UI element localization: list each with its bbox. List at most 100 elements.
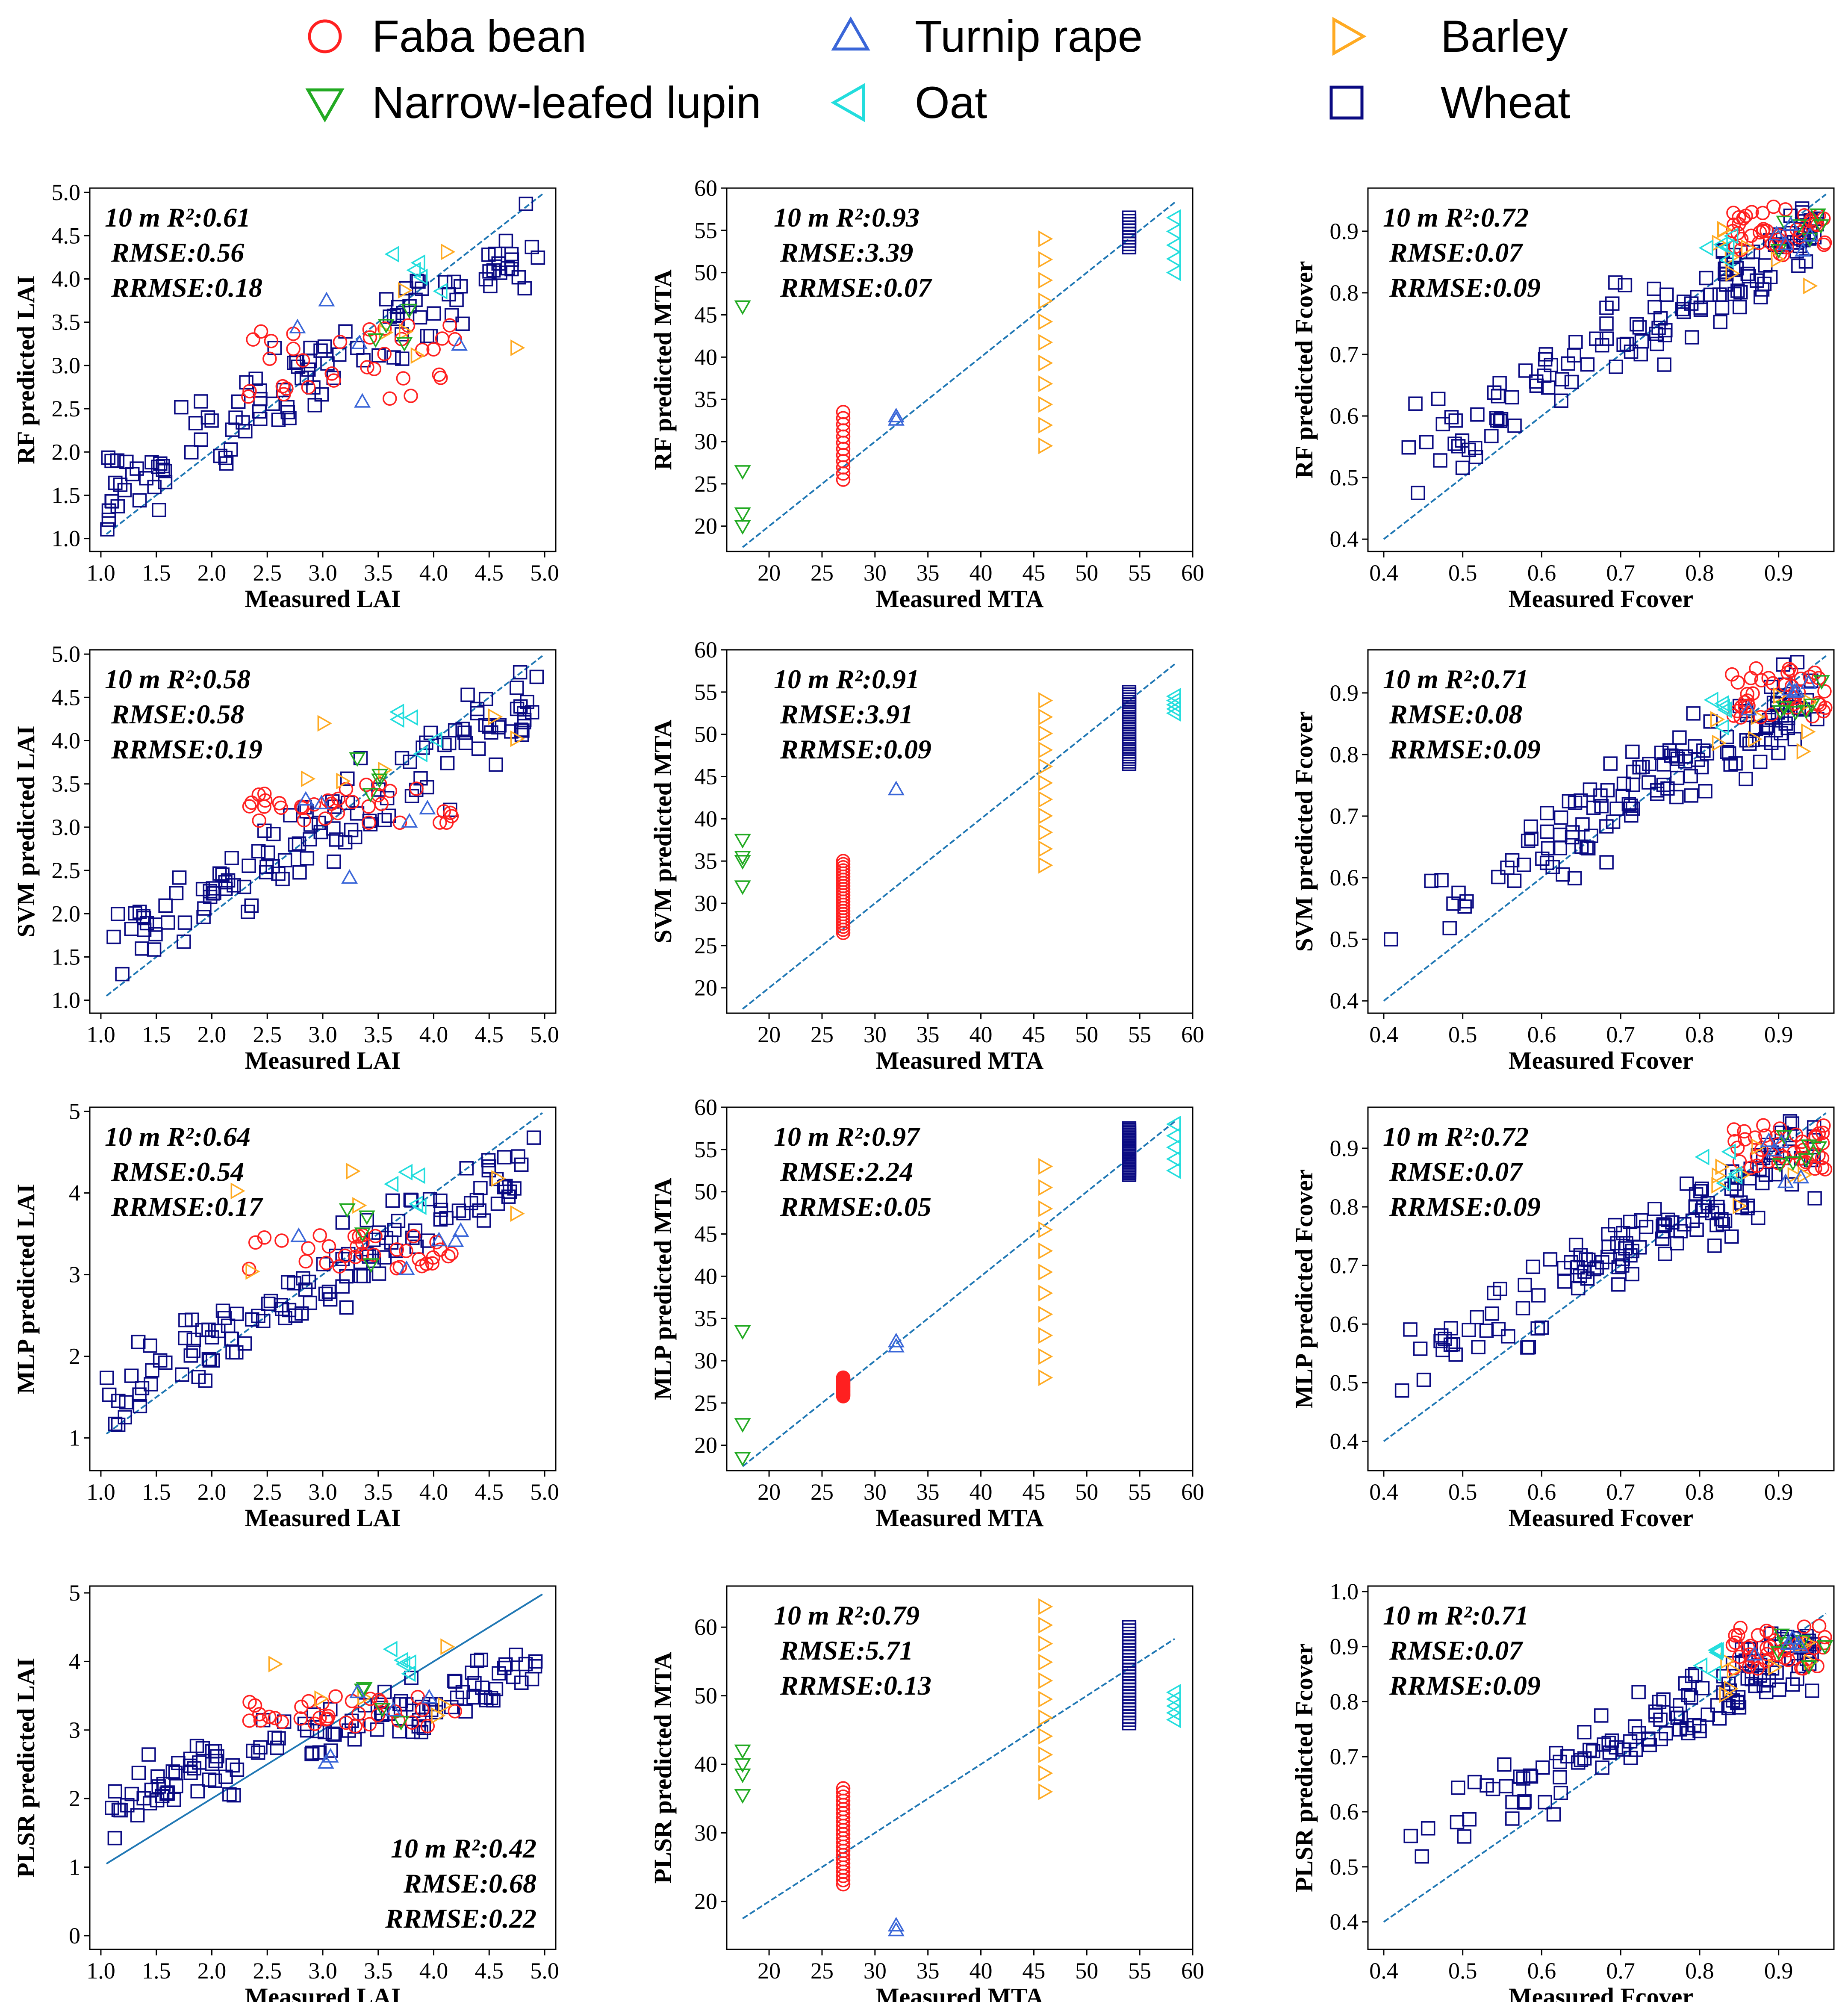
point-wheat [1615,1252,1630,1266]
point-turnip [1773,1133,1790,1148]
point-oat [1695,1148,1709,1165]
point-wheat [1459,894,1474,909]
point-wheat [1739,772,1753,787]
point-wheat [381,808,396,823]
point-wheat [215,867,230,882]
point-faba [1782,661,1796,676]
point-wheat [1594,799,1609,814]
point-oat [1166,1139,1181,1156]
point-wheat [1805,1684,1819,1698]
legend-item-faba: Faba bean [308,12,587,62]
point-lupin [401,304,418,318]
point-wheat [1431,392,1446,406]
point-wheat [1577,1725,1592,1740]
point-oat [1698,239,1713,257]
point-faba [391,1713,406,1728]
point-faba [275,379,290,394]
x-tick-label: 0.7 [1606,1479,1635,1505]
point-wheat [1639,1220,1653,1234]
point-wheat [1531,1288,1546,1303]
stat-line: RRMSE:0.22 [385,1903,536,1934]
point-faba [442,318,457,333]
plot-frame [726,187,1194,552]
x-tick-label: 0.5 [1448,560,1477,586]
point-turnip [1794,242,1811,257]
panel-rf-mta: 20 25 30 35 40 45 50 55 60 20 25 30 35 40 45 50 55 60 Meas… [649,175,1204,613]
point-barley [1038,791,1053,808]
x-tick-label: 60 [1181,560,1204,586]
point-turnip [1788,682,1805,697]
stat-line: RMSE:3.39 [780,237,913,268]
point-oat [408,1195,424,1212]
point-faba [324,366,339,381]
point-wheat [1672,730,1687,745]
point-barley [1748,731,1763,748]
point-faba [836,1781,851,1796]
legend-label-lupin: Narrow-leafed lupin [372,78,761,128]
point-wheat [1624,808,1639,823]
x-tick-label: 55 [1128,1479,1151,1505]
point-wheat [111,1802,126,1817]
point-wheat [1593,788,1608,803]
point-wheat [444,1700,459,1715]
x-tick-label: 1.5 [142,560,171,586]
point-wheat [1698,784,1712,799]
point-turnip [452,1222,469,1237]
point-wheat [433,1212,448,1227]
x-tick-label: 0.6 [1527,1958,1556,1984]
point-wheat [1672,1722,1687,1737]
point-faba [1810,696,1825,711]
point-wheat [1656,1692,1671,1707]
point-wheat [403,755,417,769]
point-wheat [440,756,455,770]
point-wheat [470,706,485,721]
point-wheat [227,1788,241,1803]
point-faba [1737,1124,1751,1139]
point-barley [1038,807,1053,824]
point-faba [274,800,289,815]
point-wheat [156,1777,171,1791]
stats-annotation: 10 m R²:0.79 RMSE:5.71 RRMSE:0.13 [774,1600,931,1701]
point-wheat [1701,1707,1715,1722]
x-tick-label: 3.5 [364,1958,393,1984]
point-wheat [304,1747,319,1761]
point-faba [396,371,411,386]
point-wheat [224,1331,239,1346]
point-wheat [391,1214,406,1228]
point-faba [328,1689,343,1704]
point-faba [406,1229,421,1244]
x-tick-label: 0.8 [1685,560,1714,586]
point-wheat [1485,1306,1500,1321]
x-tick-label: 2.0 [197,1022,227,1047]
y-tick-label: 0.4 [1330,1909,1359,1935]
point-wheat [1609,360,1623,374]
point-barley [352,1197,367,1214]
x-tick-label: 1.0 [86,1022,115,1047]
point-wheat [444,308,459,323]
point-faba [1754,673,1769,688]
point-wheat [104,494,119,508]
x-tick-label: 45 [1022,1958,1045,1984]
point-wheat [514,1157,529,1172]
point-oat [433,283,448,300]
point-wheat [1565,825,1580,840]
point-faba [1803,669,1817,684]
point-wheat [1471,1340,1485,1354]
point-lupin [358,1210,375,1225]
point-wheat [1609,802,1624,816]
point-wheat [313,343,328,358]
point-wheat [222,1787,237,1802]
point-faba [257,1230,272,1245]
point-turnip [354,393,371,408]
x-tick-label: 0.8 [1685,1022,1714,1047]
point-faba [420,1719,435,1734]
point-wheat [338,835,353,849]
point-wheat [1647,281,1662,296]
point-barley [1038,708,1053,725]
point-faba [1748,1130,1763,1145]
point-faba [339,1715,354,1730]
point-oat [1166,1127,1181,1144]
point-wheat [1632,320,1647,335]
point-oat [1166,1116,1181,1133]
